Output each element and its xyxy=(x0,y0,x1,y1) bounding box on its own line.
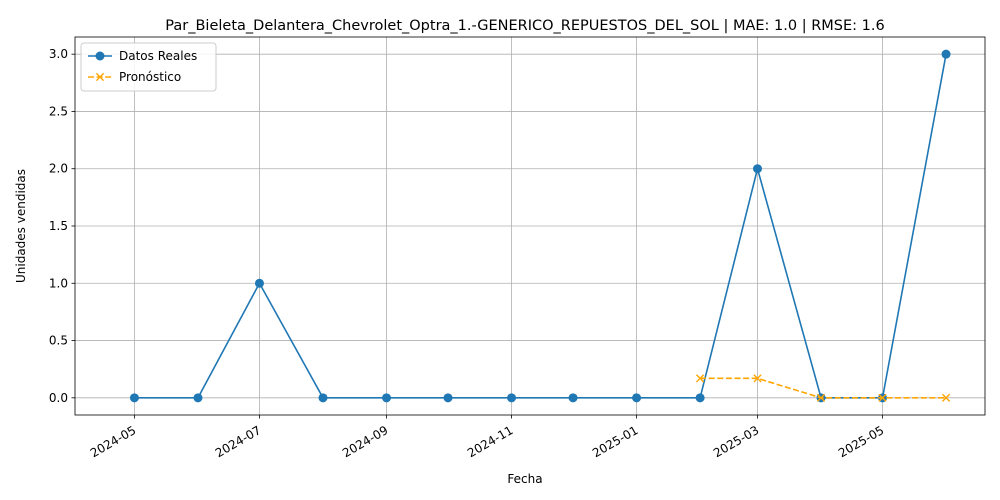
x-axis-label: Fecha xyxy=(507,472,542,486)
legend-marker-forecast xyxy=(95,72,105,82)
data-point-actual xyxy=(753,164,762,174)
legend-label-forecast: Pronóstico xyxy=(119,70,181,84)
data-point-actual xyxy=(507,393,517,403)
data-point-actual xyxy=(129,393,139,403)
data-point-actual xyxy=(254,278,264,288)
series-line-actual xyxy=(134,54,947,399)
data-point-forecast xyxy=(696,374,705,383)
y-tick-label: 3.0 xyxy=(49,47,68,61)
data-point-actual xyxy=(382,393,392,403)
data-point-actual xyxy=(568,393,578,403)
legend-marker-actual xyxy=(95,51,105,61)
legend-label-actual: Datos Reales xyxy=(119,49,197,63)
data-point-forecast xyxy=(878,393,887,402)
y-tick-label: 1.0 xyxy=(49,276,68,290)
y-tick-label: 0.0 xyxy=(49,391,68,405)
y-axis-label: Unidades vendidas xyxy=(14,169,28,283)
y-tick-label: 2.0 xyxy=(49,162,68,176)
y-tick-label: 2.5 xyxy=(49,104,68,118)
chart-title: Par_Bieleta_Delantera_Chevrolet_Optra_1.… xyxy=(165,18,884,34)
legend-box xyxy=(80,42,217,92)
data-point-actual xyxy=(695,393,705,403)
data-point-actual xyxy=(632,393,642,403)
data-point-forecast xyxy=(753,374,762,383)
data-point-actual xyxy=(193,393,203,403)
data-point-forecast xyxy=(816,393,826,402)
data-point-actual xyxy=(443,393,453,403)
y-tick-label: 1.5 xyxy=(49,219,68,233)
y-tick-label: 0.5 xyxy=(49,334,68,348)
data-point-forecast xyxy=(941,393,951,402)
legend: Datos Reales Pronóstico xyxy=(80,42,217,92)
data-point-actual xyxy=(318,393,328,403)
data-point-actual xyxy=(941,49,951,59)
series-layer xyxy=(129,49,951,403)
